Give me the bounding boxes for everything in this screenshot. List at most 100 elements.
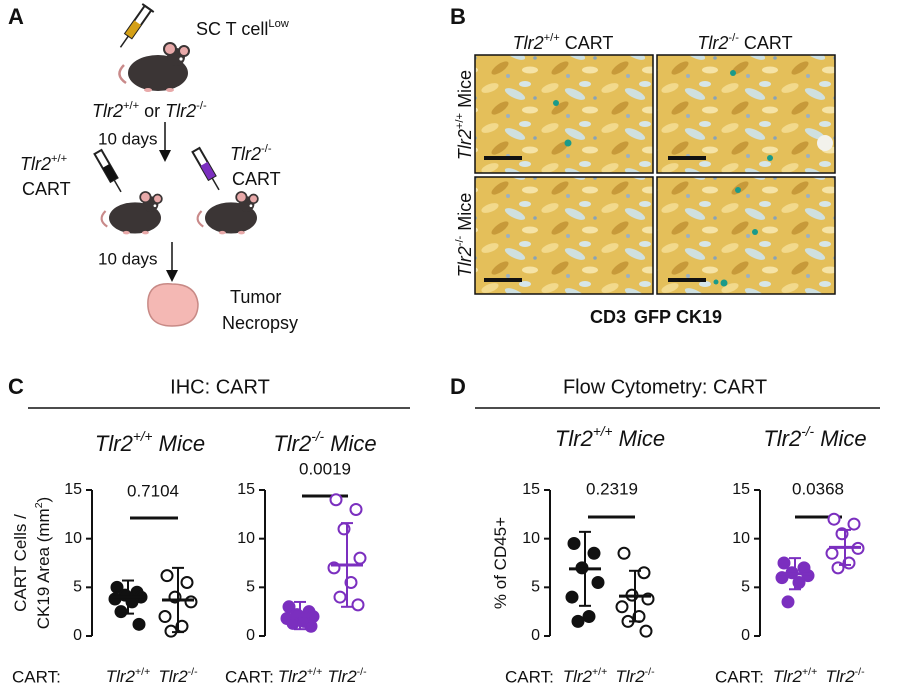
data-point [333,590,347,604]
y-tick-label: 10 [237,530,255,547]
x-tick-label: Tlr2-/- [158,666,198,687]
p-value: 0.2319 [586,479,638,498]
text-run: Mice [814,426,867,451]
y-tick-label: 5 [531,579,540,596]
text-run: Tlr2 [773,667,803,686]
text-run: -/- [645,666,655,678]
step-label: 10 days [98,129,158,148]
injection-label: SC T cellLow [196,18,290,39]
data-point [158,610,172,624]
chart-title: Tlr2+/+ Mice [555,424,665,451]
endpoint-label: Necropsy [222,313,298,333]
x-tick-label: Tlr2+/+ [278,666,323,687]
chart-title: Tlr2-/- Mice [763,424,866,451]
text-run: Tlr2 [165,101,196,121]
data-point [344,575,358,589]
micrograph [656,54,836,174]
data-point [353,551,367,565]
cart-label: CART [22,179,71,199]
y-axis-label: % of CD45+ [491,517,510,609]
y-tick-label: 15 [64,481,82,498]
data-point [304,619,318,633]
genotype-label: Tlr2+/+ or Tlr2-/- [92,100,207,121]
stain-legend: GFP [634,307,671,327]
text-run: -/- [855,666,865,678]
y-tick-label: 10 [522,530,540,547]
column-header: Tlr2+/+ CART [513,32,614,53]
chart-title: Tlr2-/- Mice [273,429,376,456]
text-run: Tlr2 [278,667,308,686]
text-run: CK19 Area (mm [34,508,53,629]
text-run: -/- [261,143,272,155]
y-tick-label: 5 [73,579,82,596]
y-tick-label: 10 [64,530,82,547]
data-point [615,600,629,614]
text-run: or [139,101,165,121]
data-point [825,546,839,560]
text-run: -/- [311,429,324,444]
text-run: -/- [454,235,466,246]
x-axis-prefix: CART: [715,667,764,686]
vessel [817,135,833,151]
data-point [587,546,601,560]
cart-label: CART [232,169,281,189]
syringe-icon [119,3,155,48]
data-point [792,575,806,589]
data-point [781,595,795,609]
y-tick-label: 0 [531,627,540,644]
text-run: Tlr2 [106,667,136,686]
text-run: CART Cells / [11,514,30,612]
text-run: Mice [153,431,206,456]
y-tick-label: 15 [522,481,540,498]
p-value: 0.0019 [299,459,351,478]
data-point [329,493,343,507]
text-run: Tlr2 [20,154,51,174]
data-point [617,546,631,560]
text-run: Tlr2 [230,144,261,164]
chart-title: Tlr2+/+ Mice [95,429,205,456]
panel-heading: IHC: CART [170,376,270,398]
text-run: -/- [196,100,207,112]
micrograph-grid [474,54,836,295]
scale-bars [484,156,706,282]
data-point [827,512,841,526]
text-run: Tlr2 [95,431,133,456]
data-point [286,616,300,630]
y-axis-label: CART Cells / [11,514,30,612]
text-run: Tlr2 [92,101,123,121]
data-point [132,617,146,631]
text-run: Tlr2 [455,129,475,160]
panel-label: B [450,4,466,29]
panel-label: D [450,374,466,399]
data-point [567,537,581,551]
data-point [180,575,194,589]
step-label: 10 days [98,249,158,268]
syringe-icon [93,148,122,193]
tumor-icon [147,283,199,327]
panel-heading: Flow Cytometry: CART [563,376,767,398]
text-run: -/- [188,666,198,678]
gfp-cells [553,70,773,287]
text-run: +/+ [133,429,153,444]
stain-legend: CK19 [676,307,722,327]
x-axis-prefix: CART: [225,667,274,686]
syringe-icon [191,146,220,191]
data-point [565,590,579,604]
data-point [351,598,365,612]
text-run: Tlr2 [327,667,357,686]
text-run: % of CD45+ [491,517,510,609]
text-run: Tlr2 [158,667,188,686]
text-run: Tlr2 [763,426,801,451]
column-header: Tlr2-/- CART [697,32,792,53]
panel-label: C [8,374,24,399]
micrograph [474,176,654,295]
mouse-icon [196,190,259,236]
x-tick-label: Tlr2-/- [327,666,367,687]
text-run: +/+ [592,666,607,678]
text-run: Mice [613,426,666,451]
row-header: Tlr2+/+ Mice [454,70,475,160]
